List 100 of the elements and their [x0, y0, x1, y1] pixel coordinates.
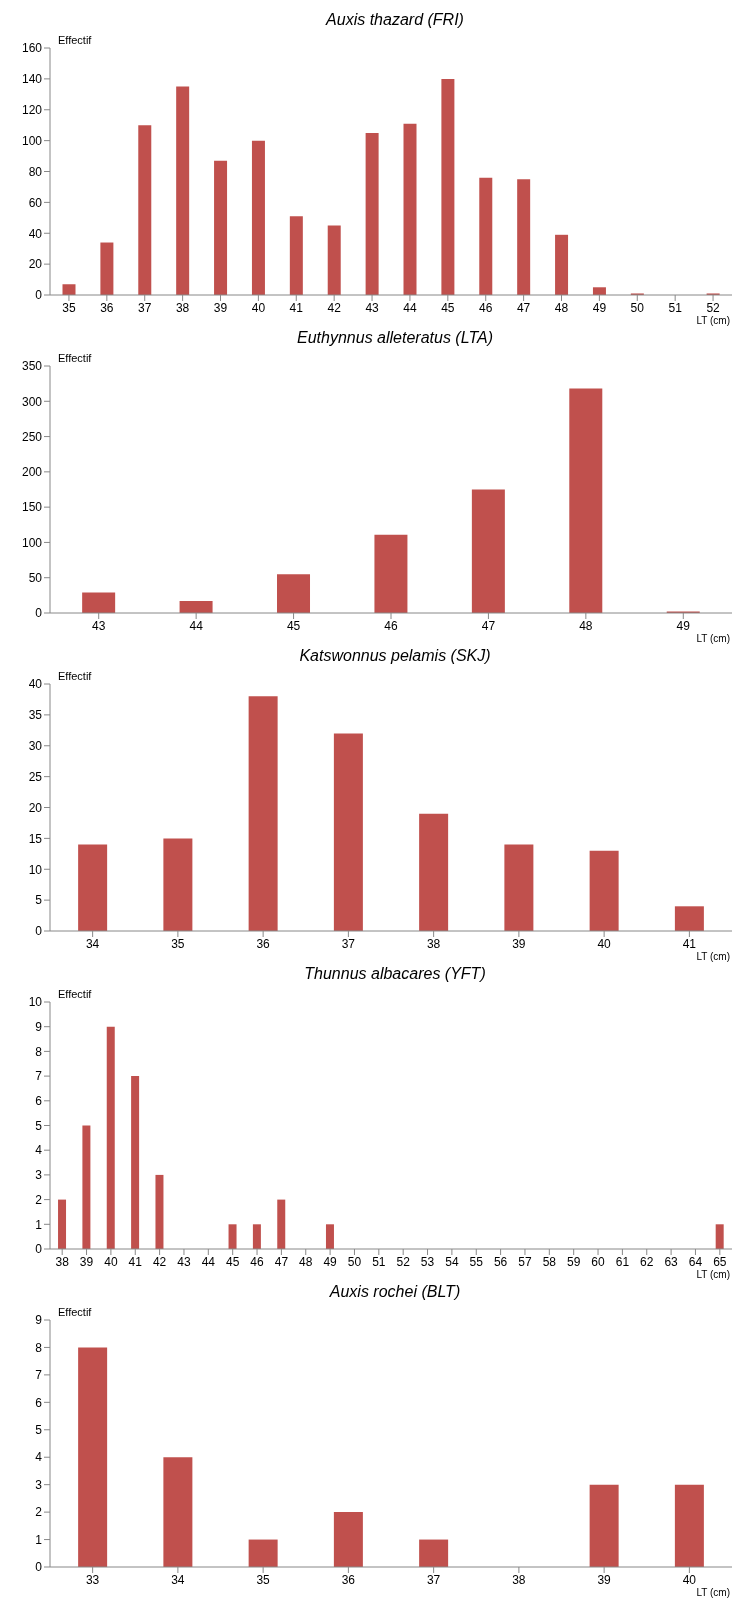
y-axis-title: Effectif [58, 670, 92, 682]
y-axis-title: Effectif [58, 352, 92, 364]
x-tick-label: 40 [251, 300, 266, 315]
x-axis-title: LT (cm) [696, 1269, 730, 1280]
x-tick-label: 55 [469, 1254, 484, 1269]
x-tick-label: 44 [201, 1254, 216, 1269]
x-tick-label: 49 [323, 1254, 338, 1269]
x-axis-title: LT (cm) [696, 1587, 730, 1598]
y-tick-label: 100 [21, 535, 43, 550]
y-tick-label: 40 [28, 677, 43, 692]
y-tick-label: 3 [35, 1168, 43, 1183]
x-tick-label: 49 [592, 300, 607, 315]
x-tick-label: 46 [479, 300, 493, 315]
x-tick-label: 45 [441, 300, 455, 315]
y-tick-label: 20 [28, 257, 43, 272]
y-tick-label: 4 [35, 1450, 43, 1465]
x-tick-label: 45 [226, 1254, 240, 1269]
x-tick-label: 47 [274, 1254, 289, 1269]
y-tick-label: 35 [28, 708, 43, 723]
y-tick-label: 5 [35, 1118, 43, 1133]
x-tick-label: 48 [299, 1254, 313, 1269]
y-tick-label: 150 [21, 500, 43, 515]
x-tick-label: 38 [55, 1254, 70, 1269]
x-tick-label: 38 [175, 300, 190, 315]
y-axis-title: Effectif [58, 1306, 92, 1318]
y-tick-label: 350 [21, 359, 43, 374]
y-tick-label: 0 [35, 288, 43, 303]
x-tick-label: 41 [128, 1254, 143, 1269]
y-tick-label: 40 [28, 226, 43, 241]
x-tick-label: 41 [682, 936, 697, 951]
y-tick-label: 60 [28, 195, 43, 210]
x-tick-label: 37 [426, 1572, 441, 1587]
chart-title: Katswonnus pelamis (SKJ) [298, 646, 492, 666]
chart-title: Euthynnus alleteratus (LTA) [296, 328, 494, 348]
x-tick-label: 39 [512, 936, 526, 951]
x-tick-label: 62 [640, 1254, 654, 1269]
x-tick-label: 56 [493, 1254, 508, 1269]
y-tick-label: 15 [28, 831, 43, 846]
x-axis-title: LT (cm) [696, 315, 730, 326]
y-tick-label: 50 [28, 570, 43, 585]
y-tick-label: 200 [21, 465, 43, 480]
x-tick-label: 35 [256, 1572, 271, 1587]
x-tick-label: 58 [542, 1254, 557, 1269]
x-tick-label: 53 [420, 1254, 435, 1269]
y-tick-label: 3 [35, 1477, 43, 1492]
x-tick-label: 37 [138, 300, 152, 315]
y-tick-label: 140 [21, 72, 43, 87]
y-tick-label: 0 [35, 1560, 43, 1575]
y-axis-title: Effectif [58, 34, 92, 46]
x-tick-label: 59 [567, 1254, 581, 1269]
x-tick-label: 43 [365, 300, 380, 315]
x-tick-label: 41 [289, 300, 304, 315]
y-tick-label: 8 [35, 1340, 43, 1355]
x-tick-label: 49 [676, 618, 691, 633]
y-tick-label: 100 [21, 133, 43, 148]
x-tick-label: 65 [713, 1254, 727, 1269]
y-tick-label: 0 [35, 606, 43, 621]
x-tick-label: 39 [213, 300, 228, 315]
chart-title: Thunnus albacares (YFT) [303, 964, 487, 984]
x-tick-label: 64 [688, 1254, 703, 1269]
x-tick-label: 40 [682, 1572, 697, 1587]
y-tick-label: 10 [28, 995, 43, 1010]
x-tick-label: 39 [79, 1254, 94, 1269]
x-tick-label: 40 [104, 1254, 118, 1269]
y-tick-label: 5 [35, 1423, 43, 1438]
x-tick-label: 42 [152, 1254, 167, 1269]
x-tick-label: 60 [591, 1254, 606, 1269]
y-tick-label: 5 [35, 893, 43, 908]
x-tick-label: 34 [85, 936, 100, 951]
x-tick-label: 33 [85, 1572, 100, 1587]
y-tick-label: 4 [35, 1143, 43, 1158]
x-tick-label: 52 [706, 300, 721, 315]
x-tick-label: 61 [615, 1254, 630, 1269]
x-tick-label: 57 [518, 1254, 532, 1269]
y-tick-label: 2 [35, 1505, 43, 1520]
x-tick-label: 45 [286, 618, 301, 633]
y-tick-label: 300 [21, 394, 43, 409]
y-tick-label: 9 [35, 1313, 43, 1328]
x-tick-label: 40 [597, 936, 612, 951]
y-tick-label: 0 [35, 924, 43, 939]
x-tick-label: 54 [445, 1254, 459, 1269]
y-tick-label: 1 [35, 1217, 43, 1232]
x-tick-label: 39 [597, 1572, 612, 1587]
x-axis-title: LT (cm) [696, 951, 730, 962]
x-tick-label: 48 [579, 618, 593, 633]
x-tick-label: 35 [171, 936, 185, 951]
y-tick-label: 25 [28, 769, 43, 784]
x-tick-label: 50 [630, 300, 645, 315]
x-tick-label: 63 [664, 1254, 679, 1269]
x-tick-label: 44 [403, 300, 417, 315]
y-tick-label: 7 [35, 1069, 43, 1084]
x-tick-label: 37 [341, 936, 356, 951]
x-tick-label: 43 [92, 618, 106, 633]
x-tick-label: 50 [347, 1254, 362, 1269]
chart-title: Auxis rochei (BLT) [328, 1282, 462, 1302]
y-tick-label: 9 [35, 1019, 43, 1034]
x-tick-label: 36 [341, 1572, 356, 1587]
x-axis-title: LT (cm) [696, 633, 730, 644]
x-tick-label: 46 [250, 1254, 265, 1269]
x-tick-label: 44 [189, 618, 204, 633]
